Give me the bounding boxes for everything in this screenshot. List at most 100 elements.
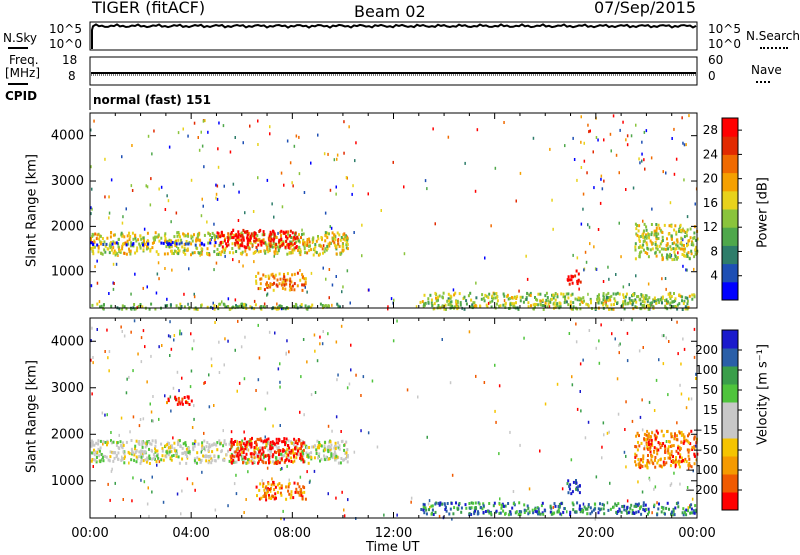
echo-cell [258,447,260,451]
echo-cell [677,505,680,509]
echo-cell [671,510,673,514]
echo-cell [648,296,651,300]
echo-cell [339,252,342,256]
echo-cell [342,242,344,246]
echo-cell [618,509,621,513]
echo-cell [632,186,635,190]
echo-cell [563,295,566,299]
echo-cell [238,260,240,264]
echo-cell [437,304,440,307]
echo-cell [135,455,138,459]
echo-cell [177,231,180,234]
echo-cell [582,502,585,506]
echo-cell [326,458,329,461]
echo-cell [264,446,267,450]
echo-cell [526,291,529,295]
echo-cell [580,299,583,303]
echo-cell [643,229,645,233]
echo-cell [566,482,569,486]
echo-cell [362,375,365,379]
echo-cell [123,455,126,459]
echo-cell [677,501,680,505]
echo-cell [149,203,152,207]
echo-cell [239,234,242,238]
echo-cell [337,373,339,377]
echo-cell [235,304,237,308]
echo-cell [567,303,570,307]
echo-cell [302,454,305,458]
echo-cell [186,455,188,459]
echo-cell [597,301,600,305]
echo-cell [206,441,209,445]
echo-cell [603,433,605,437]
echo-cell [296,482,299,486]
echo-cell [91,392,93,396]
echo-cell [295,236,298,240]
echo-cell [110,441,113,445]
echo-cell [207,455,210,459]
echo-cell [269,450,272,453]
echo-cell [529,294,532,297]
echo-cell [687,239,690,243]
y-tick-label: 1000 [51,474,84,489]
echo-cell [335,275,337,278]
echo-cell [674,458,677,462]
echo-cell [690,249,693,253]
echo-cell [207,130,209,134]
echo-cell [237,233,240,237]
echo-cell [292,184,294,188]
echo-cell [173,441,176,445]
echo-cell [237,243,240,247]
echo-cell [474,304,477,307]
echo-cell [518,289,520,293]
echo-cell [250,452,253,456]
echo-cell [250,444,253,448]
echo-cell [432,127,434,131]
echo-cell [695,508,698,512]
echo-cell [465,299,468,303]
echo-cell [669,252,672,256]
echo-cell [138,455,141,459]
echo-cell [275,444,278,448]
echo-cell [192,448,195,452]
x-tick-label: 08:00 [274,526,311,541]
echo-cell [344,235,347,239]
echo-cell [599,201,602,205]
echo-cell [499,304,502,308]
echo-cell [685,234,688,238]
echo-cell [675,456,677,460]
echo-cell [691,241,694,245]
echo-cell [528,511,531,514]
echo-cell [264,491,266,495]
echo-cell [509,430,511,434]
echo-cell [681,511,684,515]
echo-cell [177,400,180,404]
echo-cell [603,512,606,516]
echo-cell [206,220,208,224]
echo-cell [481,507,484,511]
echo-cell [293,272,296,276]
echo-cell [292,452,295,456]
echo-cell [294,233,297,237]
echo-cell [456,301,459,305]
echo-cell [446,502,449,505]
echo-cell [532,307,535,311]
echo-cell [681,238,684,242]
echo-cell [290,285,292,289]
echo-cell [129,235,132,238]
echo-cell [110,439,112,443]
echo-cell [213,233,216,237]
echo-cell [649,248,652,252]
echo-cell [667,447,670,451]
echo-cell [310,248,313,252]
echo-cell [200,458,203,462]
echo-cell [310,451,313,455]
echo-cell [665,440,668,443]
echo-cell [152,395,154,398]
echo-cell [288,246,291,250]
echo-cell [173,235,176,239]
echo-cell [525,296,528,300]
echo-cell [640,441,643,445]
echo-cell [265,442,268,446]
echo-cell [187,302,189,306]
